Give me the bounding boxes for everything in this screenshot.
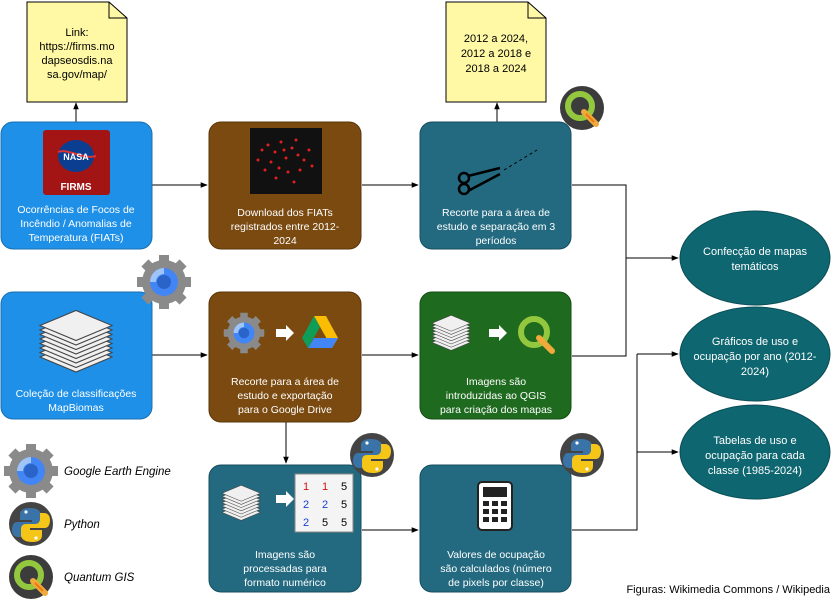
valores-box: Valores de ocupação são calculados (núme… [419,464,572,593]
arrow-right-icon [276,491,294,507]
hotspot-map-icon [250,128,322,194]
qgis-icon [9,555,53,599]
download-box-line: Download dos FIATs [237,207,333,219]
qgis-import-line: Imagens são [466,376,526,388]
output-tabelas-line: ocupação para cada [705,450,806,462]
firms-box-line: Ocorrências de Focos de [17,204,134,216]
link-note-line: Link: [65,27,88,39]
recorte-periodos-line: Recorte para a área de [442,207,550,219]
link-note-line: dapseosdis.na [42,55,114,67]
output-tabelas-line: classe (1985-2024) [708,465,802,477]
google-earth-engine-icon [223,312,265,354]
google-earth-engine-icon [4,444,58,498]
arrow-right-icon [276,325,294,341]
firms-logo-text: FIRMS [60,182,91,193]
periods-note-line: 2018 a 2024 [465,63,526,75]
recorte-drive-line: Recorte para a área de [231,376,339,388]
matrix-cell: 5 [341,517,347,529]
valores-line: Valores de ocupação [447,549,545,561]
calculator-icon [477,481,513,531]
matrix-cell: 1 [322,481,328,493]
processadas-line: processadas para [243,563,327,575]
processadas-line: formato numérico [244,577,326,589]
recorte-periodos-line: estudo e separação em 3 [437,221,556,233]
output-graficos-line: Gráficos de uso e [712,336,798,348]
python-icon [560,433,604,477]
legend-label: Google Earth Engine [64,466,171,478]
scissors-icon [457,149,538,196]
link-note-line: sa.gov/map/ [47,69,108,81]
firms-box-line: Temperatura (FIATs) [29,232,124,244]
output-tabelas-line: Tabelas de uso e [713,435,796,447]
periods-note-line: 2012 a 2024, [464,33,528,45]
nasa-logo-text: NASA [63,152,89,162]
line-valores-out [572,354,638,531]
mapbiomas-box-line: Coleção de classificações [16,388,137,400]
qgis-logo-icon [518,316,555,354]
output-mapas: Confecção de mapas temáticos [679,210,831,306]
processadas-box: 1 1 5 2 2 5 2 5 5 Imagens são processada… [208,464,362,593]
periods-note-line: 2012 a 2018 e [461,48,531,60]
connectors [73,102,679,533]
valores-line: são calculados (número [440,563,552,575]
download-box-line: registrados entre 2012- [231,221,340,233]
firms-box-line: Incêndio / Anomalias de [20,218,132,230]
legend-label: Quantum GIS [64,572,135,584]
matrix-cell: 5 [322,517,328,529]
number-matrix: 1 1 5 2 2 5 2 5 5 [294,473,354,533]
qgis-import-line: introduzidas ao QGIS [446,390,546,402]
output-tabelas: Tabelas de uso e ocupação para cada clas… [679,404,831,500]
recorte-drive-box: Recorte para a área de estudo e exportaç… [208,291,362,423]
legend-label: Python [64,519,100,531]
output-graficos: Gráficos de uso e ocupação por ano (2012… [679,306,831,402]
qgis-icon [560,86,604,130]
valores-line: de pixels por classe) [448,577,544,589]
output-graficos-line: ocupação por ano (2012- [694,351,817,363]
periods-note: 2012 a 2024, 2012 a 2018 e 2018 a 2024 [445,1,547,103]
recorte-periodos-box: Recorte para a área de estudo e separaçã… [419,121,572,250]
python-icon [350,433,394,477]
google-earth-engine-icon [137,255,191,309]
matrix-cell: 1 [303,481,309,493]
matrix-cell: 2 [303,499,309,511]
link-note: Link: https://firms.mo dapseosdis.na sa.… [26,1,128,103]
figure-credit: Figuras: Wikimedia Commons / Wikipedia [626,584,830,596]
matrix-cell: 5 [341,481,347,493]
output-mapas-line: temáticos [731,261,779,273]
link-note-line: https://firms.mo [39,41,114,53]
line-recorte-out [572,184,627,357]
legend: Google Earth Engine Python Quantum GIS [4,444,171,599]
output-mapas-line: Confecção de mapas [703,246,807,258]
google-drive-icon [302,316,338,348]
qgis-import-line: para criação dos mapas [440,404,552,416]
mapbiomas-box-line: MapBiomas [48,402,103,414]
matrix-cell: 2 [303,517,309,529]
download-box-line: 2024 [273,235,297,247]
matrix-cell: 2 [322,499,328,511]
recorte-drive-line: estudo e exportação [237,390,332,402]
recorte-periodos-line: períodos [476,235,517,247]
nasa-firms-logo: NASA FIRMS [43,130,110,195]
processadas-line: Imagens são [255,549,315,561]
python-icon [9,502,53,546]
recorte-drive-line: para o Google Drive [238,404,332,416]
qgis-import-box: Imagens são introduzidas ao QGIS para cr… [419,291,572,420]
arrow-right-icon [489,325,507,341]
firms-box: NASA FIRMS Ocorrências de Focos de Incên… [0,121,153,250]
matrix-cell: 5 [341,499,347,511]
mapbiomas-box: Coleção de classificações MapBiomas [0,291,153,420]
output-graficos-line: 2024) [741,366,769,378]
download-box: Download dos FIATs registrados entre 201… [208,121,362,250]
